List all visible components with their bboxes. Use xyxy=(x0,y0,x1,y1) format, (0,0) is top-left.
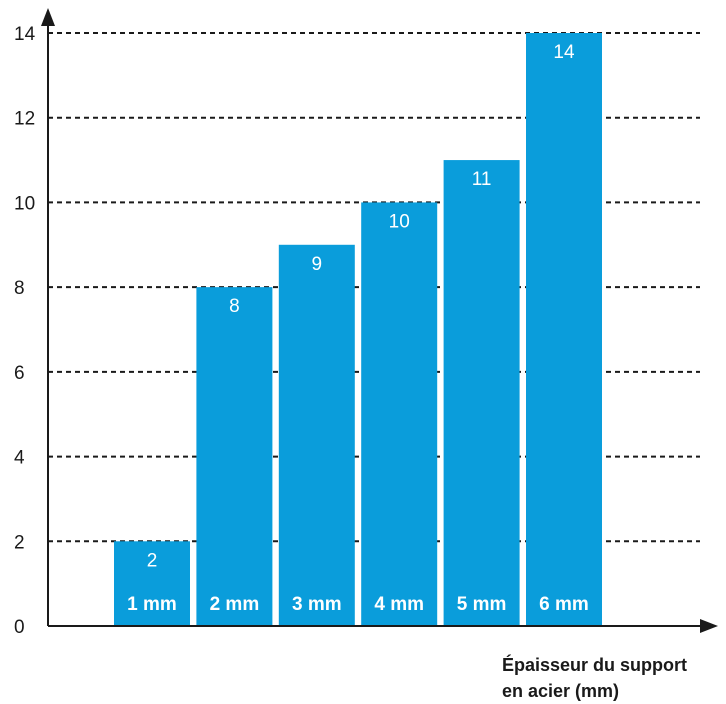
bar xyxy=(196,287,273,626)
y-tick-label: 14 xyxy=(14,24,36,45)
bar-value-label: 2 xyxy=(147,550,158,571)
bar xyxy=(526,33,602,626)
y-tick-label: 6 xyxy=(14,363,25,384)
category-label: 3 mm xyxy=(292,594,342,615)
bar xyxy=(114,541,190,626)
bar xyxy=(361,202,438,626)
y-tick-label: 0 xyxy=(14,617,25,638)
bar-value-label: 14 xyxy=(553,42,575,63)
category-label: 5 mm xyxy=(457,594,507,615)
category-label: 4 mm xyxy=(374,594,424,615)
y-tick-label: 10 xyxy=(14,193,35,214)
y-axis-arrow-icon xyxy=(41,8,55,26)
bar-value-label: 8 xyxy=(229,296,240,317)
x-axis-title-line-2: en acier (mm) xyxy=(502,681,620,701)
y-tick-label: 2 xyxy=(14,532,25,553)
y-tick-label: 12 xyxy=(14,109,35,130)
category-label: 6 mm xyxy=(539,594,589,615)
bar-value-label: 9 xyxy=(312,254,323,275)
bar-value-label: 10 xyxy=(389,211,410,232)
axes xyxy=(41,8,718,633)
category-label: 1 mm xyxy=(127,594,177,615)
bars: 2 1 mm 8 2 mm 9 3 mm 10 4 mm 11 5 mm 14 6 mm xyxy=(114,33,602,627)
y-tick-label: 8 xyxy=(14,278,25,299)
category-label: 2 mm xyxy=(210,594,260,615)
x-axis-arrow-icon xyxy=(700,619,718,633)
y-tick-label: 4 xyxy=(14,448,25,469)
bar xyxy=(443,160,520,627)
bar xyxy=(278,244,355,627)
y-tick-labels: 0 2 4 6 8 10 12 14 xyxy=(14,24,36,638)
x-axis-title: Épaisseur du support en acier (mm) xyxy=(502,652,726,704)
bar-value-label: 11 xyxy=(472,169,492,190)
x-axis-title-line-1: Épaisseur du support xyxy=(502,655,688,675)
